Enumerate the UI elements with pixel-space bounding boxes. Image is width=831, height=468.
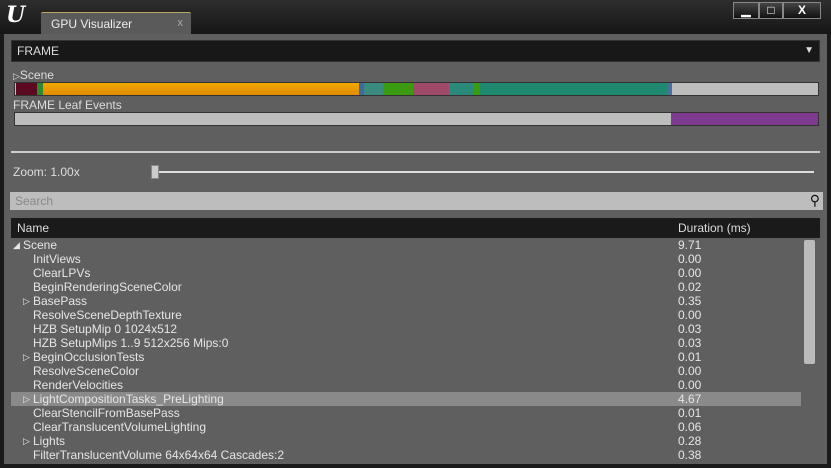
- event-name: HZB SetupMip 0 1024x512: [33, 322, 178, 336]
- event-duration: 0.01: [678, 350, 702, 364]
- expand-icon[interactable]: ▷: [23, 352, 30, 362]
- table-row[interactable]: FilterTranslucentVolume 64x64x64 Cascade…: [11, 448, 801, 462]
- unreal-logo: U: [6, 2, 26, 28]
- tab-title: GPU Visualizer: [51, 17, 133, 31]
- minimize-button[interactable]: ▁: [733, 2, 759, 19]
- event-name: RenderVelocities: [33, 378, 124, 392]
- scene-bar-segment[interactable]: [16, 83, 37, 95]
- dropdown-value: FRAME: [17, 44, 59, 58]
- event-duration: 0.01: [678, 406, 702, 420]
- scene-bar-segment[interactable]: [383, 83, 413, 95]
- event-name: ClearStencilFromBasePass: [33, 406, 180, 420]
- expand-icon: ▷: [13, 71, 20, 81]
- table-row[interactable]: BeginRenderingSceneColor 0.02: [11, 280, 801, 294]
- title-bar: U GPU Visualizer x ▁ □ X: [0, 0, 831, 35]
- table-row[interactable]: ClearTranslucentVolumeLighting 0.06: [11, 420, 801, 434]
- tab-close-icon[interactable]: x: [177, 17, 184, 29]
- event-duration: 0.02: [678, 280, 702, 294]
- table-row[interactable]: ▷ Lights 0.28: [11, 434, 801, 448]
- event-name: HZB SetupMips 1..9 512x256 Mips:0: [33, 336, 229, 350]
- scene-bar-segment[interactable]: [473, 83, 480, 95]
- event-duration: 0.03: [678, 322, 702, 336]
- table-row[interactable]: HZB SetupMips 1..9 512x256 Mips:0 0.03: [11, 336, 801, 350]
- event-name: BeginRenderingSceneColor: [33, 280, 182, 294]
- scene-bar-segment[interactable]: [37, 83, 43, 95]
- leaf-bar-label: FRAME Leaf Events: [13, 98, 122, 112]
- close-button[interactable]: X: [783, 2, 821, 19]
- event-name: Lights: [33, 434, 66, 448]
- maximize-button[interactable]: □: [759, 2, 783, 19]
- leaf-events-bar[interactable]: [14, 112, 819, 126]
- tab-gpu-visualizer[interactable]: GPU Visualizer x: [41, 12, 191, 35]
- table-row[interactable]: ◢ Scene 9.71: [11, 238, 801, 252]
- search-input[interactable]: Search ⚲: [10, 192, 823, 210]
- event-name: ClearTranslucentVolumeLighting: [33, 420, 206, 434]
- table-header: Name Duration (ms): [11, 218, 820, 238]
- event-name: Scene: [23, 238, 58, 252]
- event-tree: ◢ Scene 9.71 InitViews 0.00 ClearLPVs 0.00 Begi…: [11, 238, 801, 462]
- scene-bar-segment[interactable]: [359, 83, 364, 95]
- scene-bar-label[interactable]: ▷Scene: [13, 68, 54, 82]
- leaf-bar-segment[interactable]: [15, 113, 671, 125]
- event-name: FilterTranslucentVolume 64x64x64 Cascade…: [33, 448, 285, 462]
- event-duration: 9.71: [678, 238, 702, 252]
- scene-bar-segment[interactable]: [413, 83, 449, 95]
- event-name: ClearLPVs: [33, 266, 91, 280]
- event-name: InitViews: [33, 252, 81, 266]
- search-placeholder: Search: [15, 194, 54, 208]
- scene-bar-segment[interactable]: [449, 83, 473, 95]
- event-name: BasePass: [33, 294, 88, 308]
- table-row[interactable]: InitViews 0.00: [11, 252, 801, 266]
- scene-label: Scene: [19, 68, 54, 82]
- event-name: ResolveSceneDepthTexture: [33, 308, 182, 322]
- event-duration: 4.67: [678, 392, 702, 406]
- table-row[interactable]: ClearStencilFromBasePass 0.01: [11, 406, 801, 420]
- expand-icon[interactable]: ▷: [23, 436, 30, 446]
- event-duration: 0.00: [678, 378, 702, 392]
- scene-bar-segment[interactable]: [364, 83, 383, 95]
- divider: [11, 151, 820, 153]
- event-duration: 0.00: [678, 364, 702, 378]
- table-row[interactable]: ResolveSceneColor 0.00: [11, 364, 801, 378]
- scrollbar[interactable]: [804, 240, 815, 364]
- zoom-label: Zoom: 1.00x: [13, 165, 80, 179]
- scene-bar-segment[interactable]: [672, 83, 818, 95]
- table-row[interactable]: ▷ BeginOcclusionTests 0.01: [11, 350, 801, 364]
- column-duration[interactable]: Duration (ms): [678, 221, 751, 235]
- event-duration: 0.00: [678, 266, 702, 280]
- event-name: BeginOcclusionTests: [33, 350, 145, 364]
- event-duration: 0.28: [678, 434, 702, 448]
- chevron-down-icon: ▼: [804, 45, 814, 56]
- event-name: ResolveSceneColor: [33, 364, 140, 378]
- table-row[interactable]: ClearLPVs 0.00: [11, 266, 801, 280]
- event-duration: 0.00: [678, 308, 702, 322]
- table-row[interactable]: HZB SetupMip 0 1024x512 0.03: [11, 322, 801, 336]
- table-row[interactable]: ▷ BasePass 0.35: [11, 294, 801, 308]
- event-duration: 0.06: [678, 420, 702, 434]
- scene-bar-segment[interactable]: [480, 83, 668, 95]
- table-row[interactable]: RenderVelocities 0.00: [11, 378, 801, 392]
- event-name: LightCompositionTasks_PreLighting: [33, 392, 224, 406]
- scene-bar[interactable]: [14, 82, 819, 96]
- event-duration: 0.38: [678, 448, 702, 462]
- leaf-bar-segment[interactable]: [671, 113, 818, 125]
- zoom-slider-thumb[interactable]: [151, 165, 159, 179]
- expand-icon[interactable]: ▷: [23, 296, 30, 306]
- table-row[interactable]: ▷ LightCompositionTasks_PreLighting 4.67: [11, 392, 801, 406]
- zoom-slider-track[interactable]: [154, 171, 814, 173]
- gpu-visualizer-panel: FRAME ▼ ▷Scene FRAME Leaf Events Zoom: 1…: [4, 34, 827, 464]
- search-icon[interactable]: ⚲: [809, 192, 820, 208]
- event-duration: 0.35: [678, 294, 702, 308]
- event-duration: 0.00: [678, 252, 702, 266]
- table-row[interactable]: ResolveSceneDepthTexture 0.00: [11, 308, 801, 322]
- scene-bar-segment[interactable]: [43, 83, 359, 95]
- scene-bar-segment[interactable]: [668, 83, 672, 95]
- expand-icon[interactable]: ▷: [23, 394, 30, 404]
- frame-dropdown[interactable]: FRAME ▼: [11, 40, 820, 62]
- collapse-icon[interactable]: ◢: [13, 240, 20, 250]
- event-duration: 0.03: [678, 336, 702, 350]
- column-name[interactable]: Name: [17, 221, 50, 235]
